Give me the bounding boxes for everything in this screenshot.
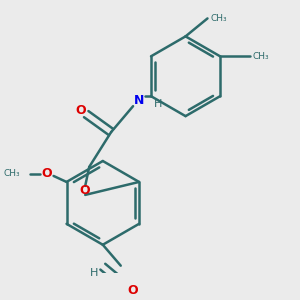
Text: H: H (90, 268, 98, 278)
Text: N: N (134, 94, 144, 107)
Text: O: O (128, 284, 138, 297)
Text: O: O (75, 104, 86, 117)
Text: CH₃: CH₃ (3, 169, 20, 178)
Text: H: H (154, 99, 162, 109)
Text: CH₃: CH₃ (211, 14, 227, 23)
Text: O: O (41, 167, 52, 181)
Text: O: O (79, 184, 89, 197)
Text: CH₃: CH₃ (253, 52, 270, 61)
